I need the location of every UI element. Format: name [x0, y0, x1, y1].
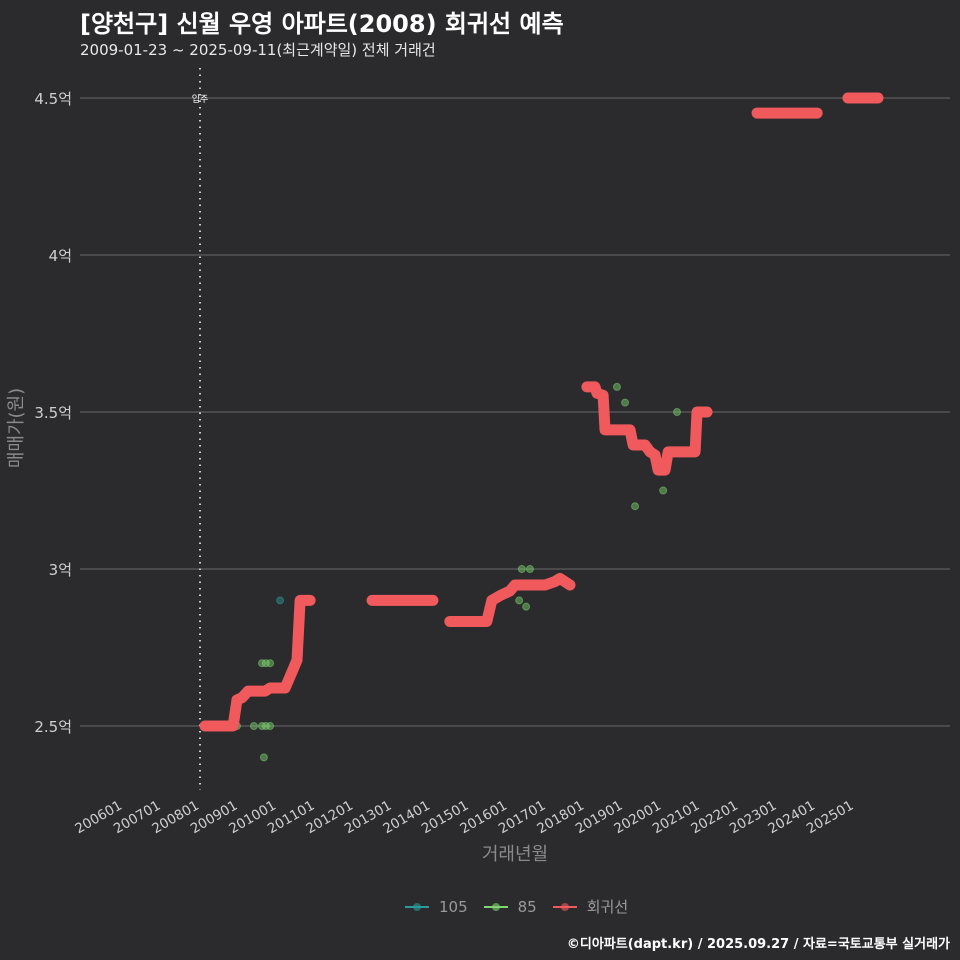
data-point-85: [261, 722, 270, 730]
legend-key-icon: [405, 902, 429, 912]
y-tick-label: 4억: [49, 247, 72, 265]
data-point-85: [659, 486, 668, 495]
data-point-85: [515, 596, 524, 605]
y-tick-label: 3억: [49, 561, 72, 579]
legend-label: 85: [517, 897, 537, 916]
data-point-85: [525, 565, 534, 573]
legend-item-105: 105: [405, 898, 468, 916]
chart-subtitle: 2009-01-23 ~ 2025-09-11(최근계약일) 전체 거래건: [80, 41, 436, 59]
data-point-105: [276, 596, 285, 605]
data-point-85: [259, 753, 268, 762]
regression-line-segment: [199, 594, 316, 732]
legend-item-회귀선: 회귀선: [552, 896, 629, 917]
data-point-85: [522, 602, 531, 611]
y-tick-label: 2.5억: [34, 718, 72, 736]
regression-line-segment: [444, 572, 576, 627]
data-point-85: [621, 398, 630, 407]
data-point-85: [517, 565, 526, 573]
footer-credit: ©디아파트(dapt.kr) / 2025.09.27 / 자료=국토교통부 실…: [566, 937, 950, 952]
legend-label: 105: [439, 897, 468, 916]
data-point-85: [612, 382, 621, 391]
data-point-85: [261, 659, 270, 668]
legend-item-85: 85: [483, 897, 537, 916]
data-point-85: [673, 408, 682, 416]
data-point-85: [631, 502, 640, 511]
y-tick-label: 4.5억: [34, 90, 72, 108]
regression-line-segment: [581, 381, 713, 476]
legend-key-icon: [552, 902, 577, 912]
data-point-85: [266, 659, 275, 668]
y-axis-title: 매매가(원): [6, 388, 27, 468]
chart-title: [양천구] 신월 우영 아파트(2008) 회귀선 예측: [80, 10, 564, 38]
x-axis-title: 거래년월: [482, 844, 548, 865]
data-point-85: [266, 722, 275, 730]
legend-key-icon: [483, 902, 508, 912]
data-point-85: [249, 722, 258, 730]
legend: 105 85 회귀선: [405, 896, 636, 917]
move-in-annotation: 입주: [192, 93, 209, 105]
legend-label: 회귀선: [586, 898, 629, 916]
y-tick-label: 3.5억: [34, 404, 72, 422]
